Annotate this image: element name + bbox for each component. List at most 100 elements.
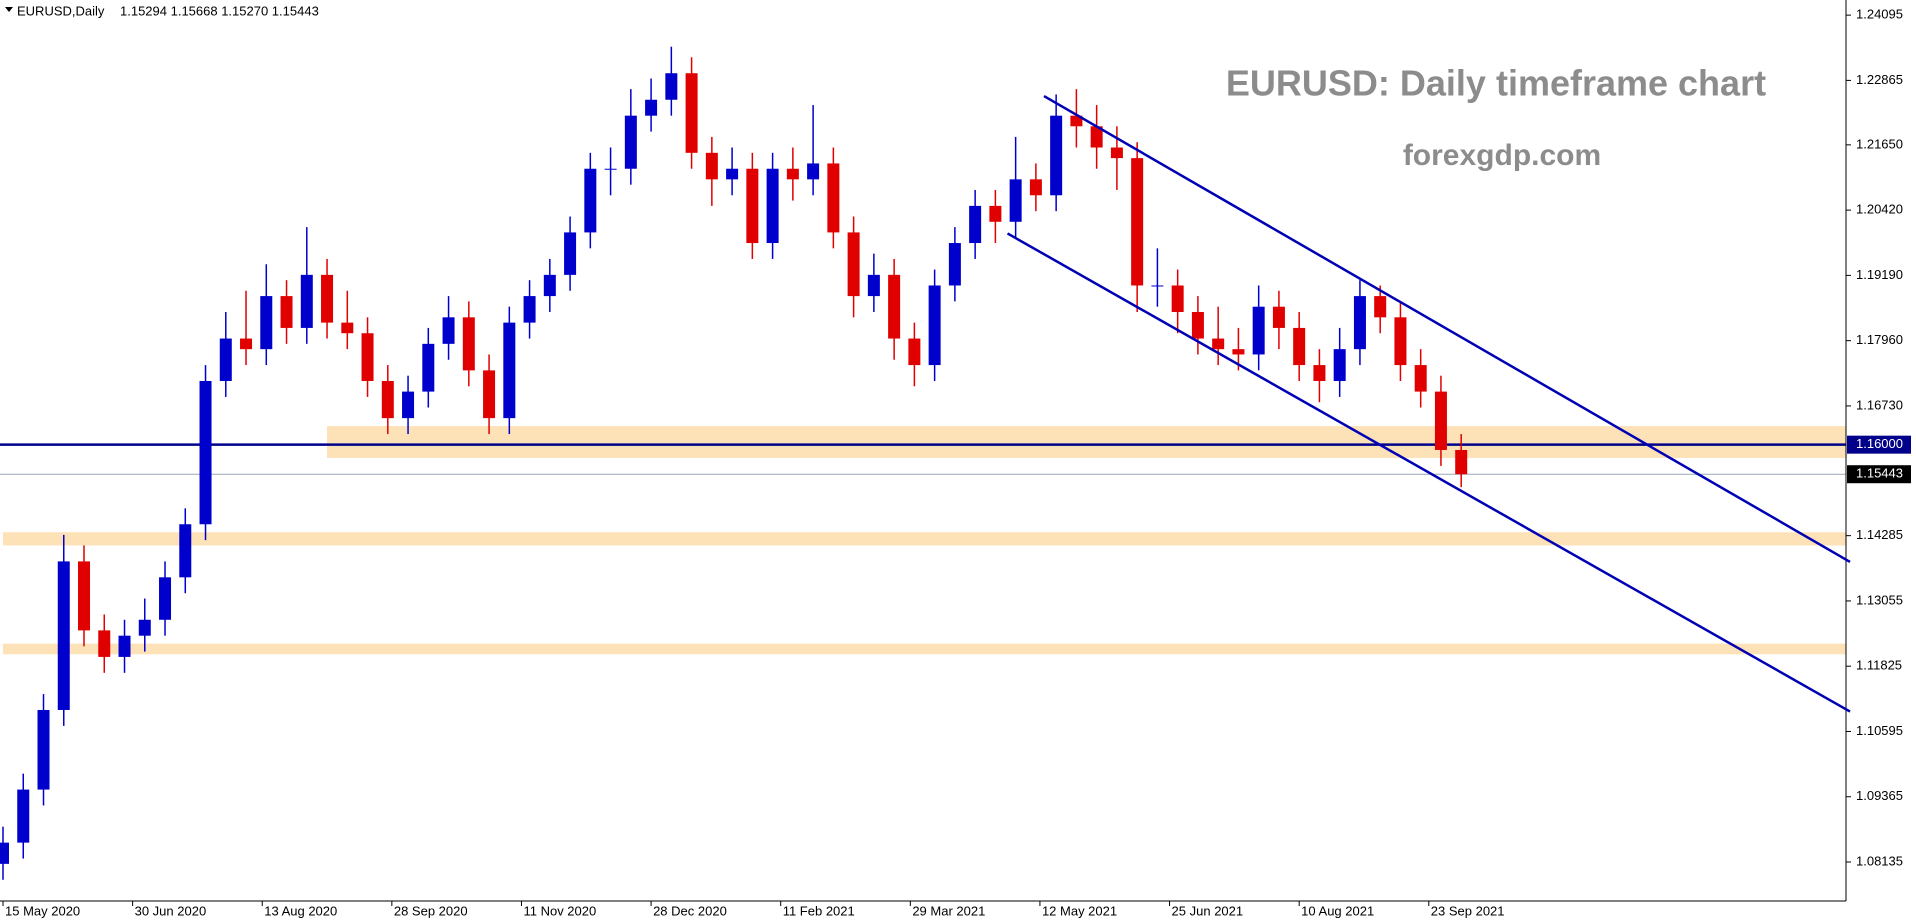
candle-body <box>867 274 880 297</box>
candle-body <box>78 561 91 631</box>
candle-body <box>564 232 577 275</box>
ohlc-header: 1.15294 1.15668 1.15270 1.15443 <box>120 3 319 18</box>
y-tick-label: 1.16730 <box>1856 397 1903 412</box>
candle-body <box>381 380 394 419</box>
price-box <box>1847 435 1911 454</box>
candle-body <box>908 338 921 366</box>
candle-body <box>1434 391 1447 450</box>
candle-body <box>98 630 111 657</box>
price-box-label: 1.16000 <box>1856 436 1903 451</box>
candle-body <box>766 168 779 244</box>
candle-body <box>1455 449 1468 475</box>
candle-body <box>705 152 718 180</box>
candle-body <box>280 296 293 328</box>
y-tick-label: 1.10595 <box>1856 723 1903 738</box>
x-tick-label: 29 Mar 2021 <box>912 903 985 918</box>
candle-body <box>138 619 151 636</box>
y-tick-label: 1.14285 <box>1856 527 1903 542</box>
candle-body <box>989 205 1002 222</box>
x-tick-label: 28 Sep 2020 <box>394 903 468 918</box>
candle-body <box>1070 115 1083 127</box>
x-tick-label: 12 May 2021 <box>1042 903 1117 918</box>
y-tick-label: 1.22865 <box>1856 72 1903 87</box>
symbol: EURUSD,Daily <box>17 3 105 18</box>
price-box <box>1847 465 1911 484</box>
candle-body <box>361 333 374 381</box>
y-tick-label: 1.09365 <box>1856 788 1903 803</box>
candle-body <box>645 99 658 116</box>
x-tick-label: 28 Dec 2020 <box>653 903 727 918</box>
candle-body <box>300 274 313 328</box>
candle-body <box>584 168 597 233</box>
x-tick-label: 15 May 2020 <box>5 903 80 918</box>
candle-body <box>17 789 30 843</box>
candle-body <box>179 524 192 578</box>
y-tick-label: 1.19190 <box>1856 267 1903 282</box>
candle-body <box>321 274 334 323</box>
candle-body <box>685 73 698 153</box>
candle-body <box>1232 349 1245 355</box>
candle-body <box>1009 179 1022 222</box>
x-tick-label: 13 Aug 2020 <box>264 903 337 918</box>
candle-body <box>928 285 941 366</box>
candle-body <box>483 370 496 419</box>
candle-body <box>240 338 253 350</box>
candle-body <box>159 577 172 620</box>
y-tick-label: 1.21650 <box>1856 136 1903 151</box>
candle-body <box>847 232 860 297</box>
candle-body <box>503 322 516 419</box>
candle-body <box>422 343 435 392</box>
zone <box>3 532 1846 546</box>
candle-body <box>726 168 739 180</box>
candle-body <box>1252 306 1265 355</box>
candle-body <box>1333 349 1346 381</box>
candle-body <box>1353 296 1366 350</box>
candle-body <box>37 709 50 790</box>
candle-body <box>118 635 131 657</box>
candle-body <box>1394 317 1407 366</box>
candle-body <box>543 274 556 297</box>
zone <box>3 643 1846 655</box>
candle-body <box>665 73 678 100</box>
candle-body <box>219 338 232 381</box>
x-tick-label: 11 Nov 2020 <box>523 903 596 918</box>
candle-body <box>1050 115 1063 196</box>
candle-body <box>1414 365 1427 392</box>
candle-body <box>1212 338 1225 350</box>
candle-body <box>0 842 9 864</box>
candle-body <box>888 274 901 339</box>
candle-body <box>1313 365 1326 381</box>
candle-body <box>1171 285 1184 313</box>
y-tick-label: 1.13055 <box>1856 592 1903 607</box>
candle-body <box>1374 296 1387 318</box>
price-box-label: 1.15443 <box>1856 466 1903 481</box>
candle-body <box>442 317 455 344</box>
candle-body <box>1029 179 1042 196</box>
y-tick-label: 1.08135 <box>1856 853 1903 868</box>
candle-body <box>1151 285 1164 287</box>
candle-body <box>1110 147 1123 159</box>
chart-subtitle: forexgdp.com <box>1403 139 1601 172</box>
candle-body <box>746 168 759 244</box>
candle-body <box>948 243 961 286</box>
candle-body <box>57 561 70 710</box>
x-tick-label: 30 Jun 2020 <box>135 903 207 918</box>
x-tick-label: 25 Jun 2021 <box>1172 903 1244 918</box>
candle-body <box>523 296 536 323</box>
chart-title: EURUSD: Daily timeframe chart <box>1226 63 1766 104</box>
trend-line <box>1006 232 1851 713</box>
y-tick-label: 1.11825 <box>1856 658 1902 673</box>
y-tick-label: 1.17960 <box>1856 332 1903 347</box>
menu-arrow <box>5 7 13 12</box>
candle-body <box>604 168 617 170</box>
y-tick-label: 1.20420 <box>1856 202 1903 217</box>
trend-line <box>1043 94 1851 564</box>
candle-body <box>624 115 637 169</box>
candle-body <box>199 380 212 525</box>
candle-body <box>1131 158 1144 286</box>
candle-body <box>1090 126 1103 148</box>
candle-body <box>341 322 354 334</box>
candle-body <box>402 391 415 419</box>
